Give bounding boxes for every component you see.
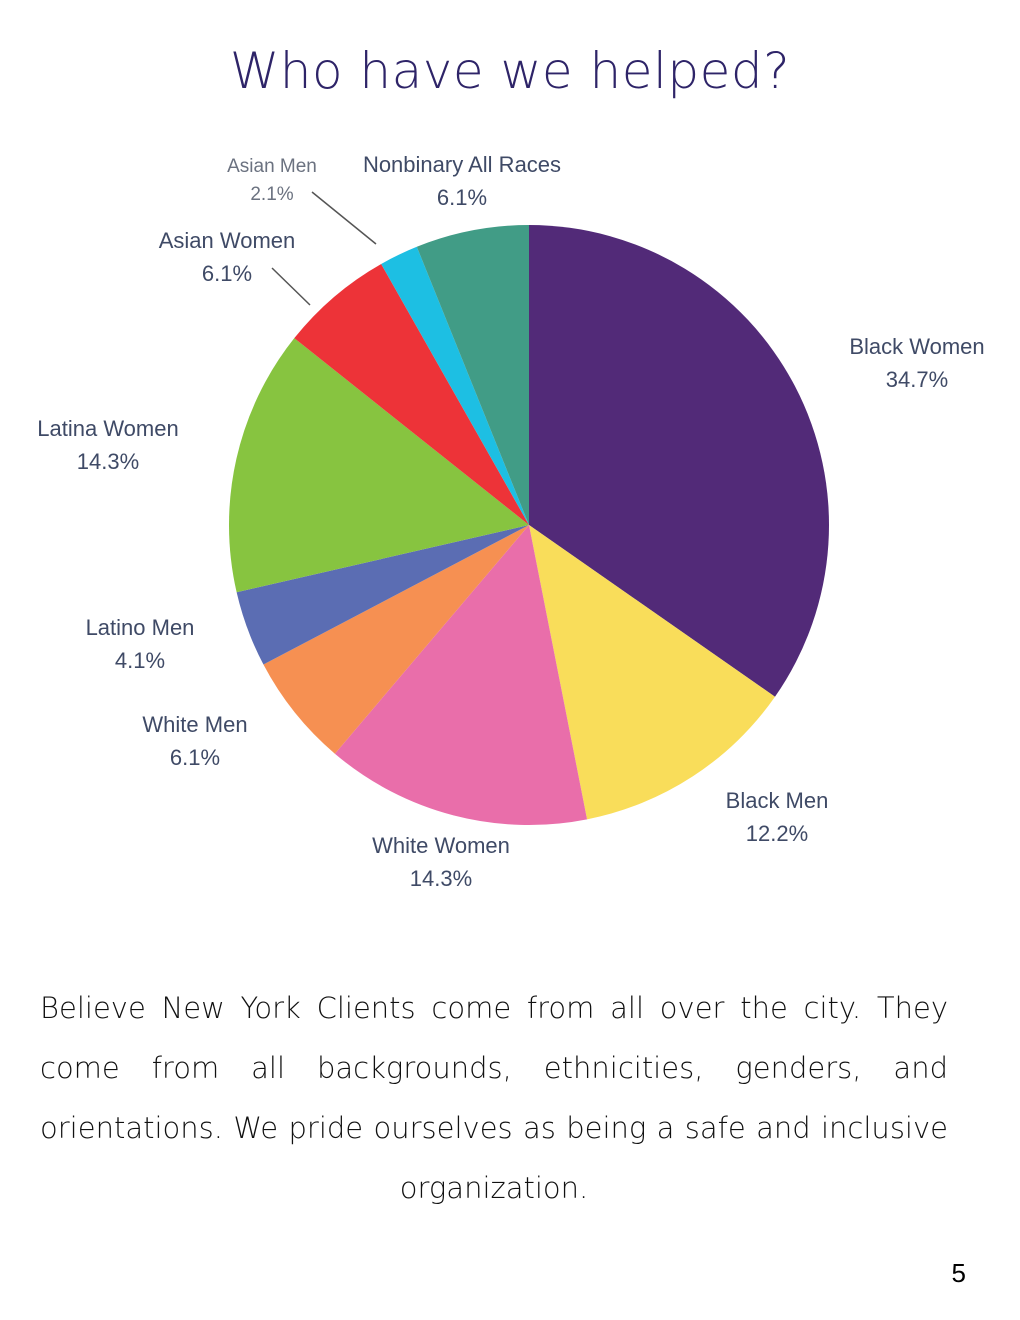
label-asian-women-name: Asian Women [158,228,296,253]
label-asian-women: Asian Women 6.1% [142,224,312,290]
body-paragraph: Believe New York Clients come from all o… [40,991,948,1205]
label-black-men: Black Men 12.2% [712,784,842,850]
pie-slice-asian-women [294,263,529,525]
label-asian-men-value: 2.1% [250,184,294,205]
pie-slice-latino-men [236,525,529,665]
label-white-men-value: 6.1% [169,745,221,770]
label-white-women-value: 14.3% [409,866,473,891]
label-latina-women-name: Latina Women [37,416,179,441]
pie-slice-white-women [334,525,588,826]
pie-slice-black-women [529,224,830,697]
label-black-women-value: 34.7% [885,367,949,392]
label-nonbinary-all-races-name: Nonbinary All Races [362,152,562,177]
label-white-women-name: White Women [372,833,510,858]
label-asian-men: Asian Men 2.1% [212,153,332,209]
label-white-women: White Women 14.3% [356,829,526,895]
label-latina-women-value: 14.3% [76,449,140,474]
asian-women-leader-line [271,267,311,306]
pie-slice-asian-men [381,246,529,525]
label-asian-women-value: 6.1% [201,261,253,286]
asian-men-leader-line [311,191,377,245]
label-latino-men: Latino Men 4.1% [70,611,210,677]
label-black-women: Black Women 34.7% [840,330,994,396]
label-nonbinary-all-races-value: 6.1% [436,185,488,210]
label-latina-women: Latina Women 14.3% [20,412,196,478]
label-latino-men-name: Latino Men [85,615,195,640]
pie-slice-latina-women [228,338,529,593]
pie-slice-nonbinary-all-races [416,225,529,525]
label-white-men: White Men 6.1% [126,708,264,774]
label-black-men-name: Black Men [725,788,829,813]
page-number: 5 [951,1258,966,1288]
label-white-men-name: White Men [142,712,248,737]
label-nonbinary-all-races: Nonbinary All Races 6.1% [344,148,580,214]
pie-slice-white-men [263,525,529,754]
page-title: Who have we helped? [229,42,791,100]
label-black-women-name: Black Women [849,334,985,359]
label-black-men-value: 12.2% [745,821,809,846]
label-asian-men-name: Asian Men [227,156,317,177]
label-latino-men-value: 4.1% [114,648,166,673]
pie-slice-black-men [529,525,775,820]
